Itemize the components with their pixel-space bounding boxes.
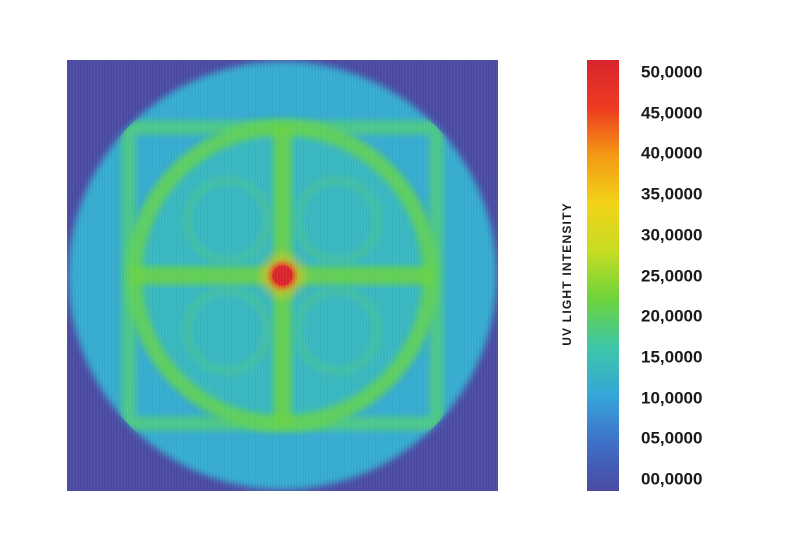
colorbar-tick-label: 20,0000: [641, 306, 703, 326]
heatmap-svg: [67, 60, 498, 491]
colorbar-tick-label: 40,0000: [641, 143, 703, 163]
colorbar-gradient: [587, 60, 619, 491]
colorbar: [587, 60, 619, 491]
colorbar-tick-label: 00,0000: [641, 469, 703, 489]
colorbar-tick-label: 50,0000: [641, 62, 703, 82]
colorbar-tick-label: 30,0000: [641, 225, 703, 245]
colorbar-tick-label: 45,0000: [641, 103, 703, 123]
colorbar-tick-label: 35,0000: [641, 184, 703, 204]
colorbar-tick-label: 15,0000: [641, 347, 703, 367]
colorbar-tick-label: 25,0000: [641, 266, 703, 285]
scan-streaks: [67, 60, 498, 491]
colorbar-svg: [587, 60, 619, 491]
colorbar-title: UV LIGHT INTENSITY: [560, 202, 574, 346]
colorbar-tick-label: 10,0000: [641, 388, 703, 408]
colorbar-tick-label: 05,0000: [641, 428, 703, 448]
uv-intensity-heatmap: [67, 60, 498, 491]
